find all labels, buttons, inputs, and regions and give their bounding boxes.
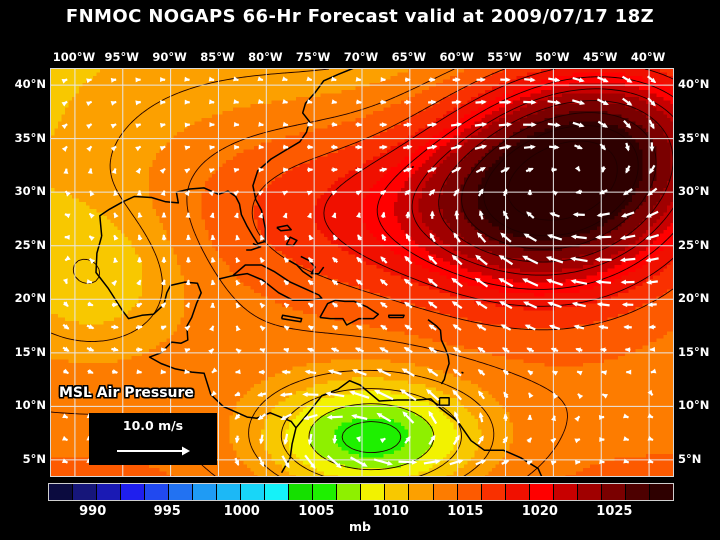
lat-tick-label-right: 25°N [678,238,709,252]
colorbar-segment [385,484,410,500]
lon-tick-label: 70°W [344,50,378,64]
colorbar-segment [625,484,650,500]
lon-tick-label: 45°W [583,50,617,64]
colorbar-segment [433,484,458,500]
lat-tick-label-right: 40°N [678,77,709,91]
lat-tick-label-left: 25°N [2,238,46,252]
colorbar-tick-label: 1015 [447,504,483,519]
colorbar-segment [601,484,626,500]
colorbar-segment [409,484,434,500]
lat-tick-label-right: 5°N [678,452,701,466]
lat-tick-label-right: 20°N [678,291,709,305]
lat-tick-label-left: 10°N [2,398,46,412]
lon-tick-label: 60°W [439,50,473,64]
map-plot-area[interactable]: MSL Air Pressure 10.0 m/s [50,68,674,477]
lon-tick-label: 95°W [105,50,139,64]
lon-tick-label: 55°W [487,50,521,64]
lon-tick-label: 40°W [631,50,665,64]
colorbar-tick-label: 995 [154,504,181,519]
wind-scale-legend: 10.0 m/s [89,413,217,465]
lon-tick-label: 80°W [248,50,282,64]
colorbar-tick-label: 1000 [224,504,260,519]
lon-tick-label: 100°W [53,50,95,64]
colorbar-segment [145,484,170,500]
colorbar-segment [121,484,146,500]
colorbar-tick-label: 1010 [373,504,409,519]
lat-tick-label-right: 30°N [678,184,709,198]
lat-tick-label-left: 15°N [2,345,46,359]
lon-tick-label: 50°W [535,50,569,64]
colorbar-segment [361,484,386,500]
lat-tick-label-right: 35°N [678,131,709,145]
lat-tick-label-right: 10°N [678,398,709,412]
colorbar-segment [241,484,266,500]
colorbar-segment [553,484,578,500]
lat-tick-label-left: 5°N [2,452,46,466]
colorbar-tick-label: 1020 [522,504,558,519]
wind-vectors [61,75,660,469]
colorbar-segment [217,484,242,500]
colorbar-tick-label: 990 [79,504,106,519]
colorbar[interactable] [48,483,674,501]
wind-scale-label: 10.0 m/s [90,418,216,433]
colorbar-segment [73,484,98,500]
lon-tick-label: 65°W [392,50,426,64]
map-canvas [51,69,673,476]
lat-tick-label-left: 40°N [2,77,46,91]
colorbar-segment [97,484,122,500]
colorbar-segment [577,484,602,500]
colorbar-segment [505,484,530,500]
lat-tick-label-left: 35°N [2,131,46,145]
lat-tick-label-left: 30°N [2,184,46,198]
colorbar-segment [193,484,218,500]
colorbar-segment [457,484,482,500]
chart-title: FNMOC NOGAPS 66-Hr Forecast valid at 200… [0,6,720,27]
pressure-field [51,69,673,476]
right-arrow-icon [117,446,190,456]
colorbar-segment [649,484,673,500]
lat-tick-label-right: 15°N [678,345,709,359]
colorbar-ticks: 990 995 1000 1005 1010 1015 1020 1025 [0,504,720,520]
colorbar-segment [265,484,290,500]
colorbar-unit-label: mb [0,519,720,534]
colorbar-segment [481,484,506,500]
lon-tick-label: 85°W [200,50,234,64]
colorbar-segment [289,484,314,500]
colorbar-segment [337,484,362,500]
colorbar-segment [313,484,338,500]
colorbar-segment [529,484,554,500]
lat-tick-label-left: 20°N [2,291,46,305]
colorbar-segment [49,484,74,500]
colorbar-tick-label: 1005 [298,504,334,519]
colorbar-segment [169,484,194,500]
colorbar-tick-label: 1025 [596,504,632,519]
lon-tick-label: 75°W [296,50,330,64]
lon-tick-label: 90°W [152,50,186,64]
coastlines [95,69,543,476]
